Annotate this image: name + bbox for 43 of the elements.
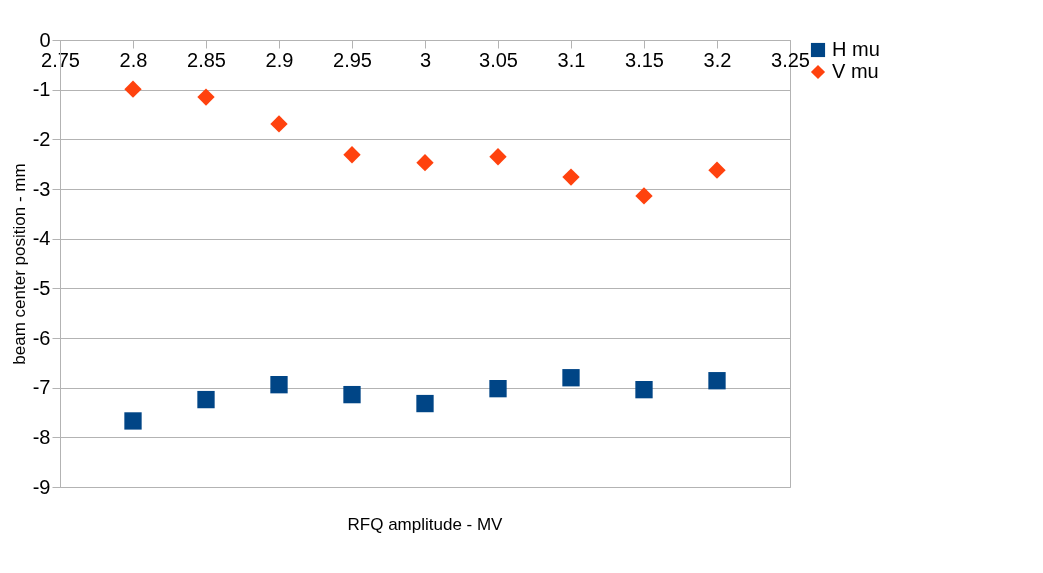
x-tick-label: 2.9 <box>265 48 294 71</box>
y-tick-label: -6 <box>32 326 51 349</box>
legend-label: H mu <box>832 38 880 60</box>
x-tick-label: 3.2 <box>703 48 732 71</box>
point <box>708 161 726 179</box>
y-tick-label: -4 <box>32 227 51 250</box>
y-tick-label: -2 <box>32 127 51 150</box>
point <box>343 146 361 164</box>
y-tick-label: -5 <box>32 276 51 299</box>
y-tick-label: -1 <box>32 78 51 101</box>
point <box>124 80 142 98</box>
x-tick-label: 2.85 <box>187 48 226 71</box>
y-tick-label: -3 <box>32 177 51 200</box>
x-tick-label: 2.75 <box>41 48 80 71</box>
y-tick-label: -9 <box>32 475 51 498</box>
legend-label: V mu <box>832 60 879 82</box>
x-tick-label: 3.25 <box>771 48 810 71</box>
point <box>635 187 653 205</box>
x-axis-title: RFQ amplitude - MV <box>347 515 504 534</box>
x-tick-label: 3.05 <box>479 48 518 71</box>
point <box>197 88 215 106</box>
point <box>270 115 288 133</box>
x-tick-label: 2.8 <box>119 48 148 71</box>
y-tick-label: -8 <box>32 425 51 448</box>
point <box>635 380 653 399</box>
point <box>270 376 288 394</box>
point <box>124 412 142 430</box>
point <box>489 148 507 166</box>
y-axis-title: beam center position - mm <box>9 163 29 365</box>
point <box>343 385 361 404</box>
y-tick-label: 0 <box>39 28 51 51</box>
x-tick-label: 3.1 <box>557 48 586 71</box>
point <box>197 390 215 409</box>
x-tick-label: 2.95 <box>333 48 372 71</box>
x-tick-label: 3 <box>419 48 432 71</box>
x-tick-label: 3.15 <box>625 48 664 71</box>
y-tick-label: -7 <box>32 376 51 399</box>
point <box>489 380 507 398</box>
point <box>416 154 434 172</box>
point <box>562 369 580 387</box>
point <box>416 394 434 413</box>
point <box>708 372 726 390</box>
point <box>562 168 580 186</box>
